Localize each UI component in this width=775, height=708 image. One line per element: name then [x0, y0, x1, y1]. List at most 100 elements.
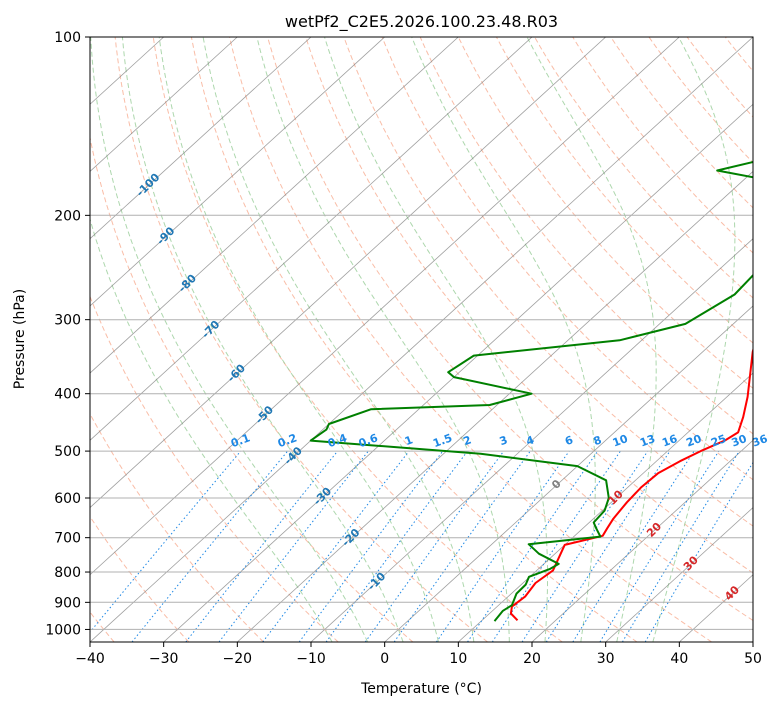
- chart-title: wetPf2_C2E5.2026.100.23.48.R03: [285, 12, 558, 32]
- isotherm-line: [752, 641, 753, 642]
- x-tick-label: 30: [597, 651, 615, 667]
- x-tick-label: 20: [523, 651, 541, 667]
- dry-adiabat-line: [267, 37, 753, 622]
- x-axis-label: Temperature (°C): [360, 681, 482, 697]
- x-tick-label: −40: [75, 651, 105, 667]
- x-tick-label: 40: [670, 651, 688, 667]
- dry-adiabat-line: [381, 37, 753, 481]
- y-tick-label: 800: [54, 565, 81, 581]
- dry-adiabat-line: [457, 37, 753, 389]
- mixing-ratio-label: 6: [563, 433, 575, 448]
- moist-adiabat-line: [324, 37, 548, 642]
- y-tick-label: 200: [54, 208, 81, 224]
- dry-adiabat-line: [305, 37, 753, 574]
- mixing-ratio-line: [325, 450, 468, 642]
- dry-adiabat-line: [190, 37, 638, 642]
- moist-adiabat-line: [121, 37, 404, 642]
- mixing-ratio-label: 10: [611, 432, 630, 450]
- dry-adiabat-line: [534, 37, 753, 299]
- x-tick-label: −10: [296, 651, 326, 667]
- isotherm-line: [531, 439, 753, 642]
- mixing-ratio-line: [131, 450, 288, 642]
- mixing-ratio-line: [545, 450, 671, 642]
- y-tick-label: 100: [54, 30, 81, 46]
- data-lines: [309, 160, 753, 622]
- isotherm-line: [90, 37, 312, 240]
- isotherm-line: [90, 37, 606, 509]
- mixing-ratio-line: [521, 450, 649, 642]
- isotherm-line: [90, 37, 385, 307]
- dewpoint-profile-line: [309, 160, 753, 622]
- y-axis-label: Pressure (hPa): [12, 289, 28, 389]
- isotherm-line: [605, 507, 753, 642]
- dry-adiabat-line: [229, 37, 712, 642]
- mixing-ratio-label: 36: [750, 432, 769, 450]
- x-tick-label: −20: [223, 651, 253, 667]
- mixing-ratio-line: [572, 450, 695, 642]
- x-axis-ticks: −40 −30 −20 −10 0 10 20 30 40 50: [75, 642, 762, 667]
- mixing-ratio-line: [621, 450, 740, 642]
- isotherm-line: [90, 37, 753, 642]
- x-tick-label: 10: [449, 651, 467, 667]
- dry-adiabat-line: [343, 37, 753, 527]
- mixing-ratio-label: 30: [730, 432, 749, 450]
- mixing-ratio-label: 2: [461, 433, 473, 448]
- moist-adiabat-line: [256, 37, 510, 642]
- dry-adiabat-line: [648, 37, 753, 164]
- mixing-ratio-line: [298, 450, 444, 642]
- mixing-ratio-label: 4: [524, 433, 536, 448]
- x-tick-label: −30: [149, 651, 179, 667]
- isotherm-line: [237, 170, 753, 642]
- moist-adiabat-line: [411, 37, 596, 642]
- mixing-ratio-label: 16: [660, 432, 679, 450]
- dry-adiabat-line: [90, 295, 339, 642]
- mixing-ratio-line: [393, 450, 531, 642]
- mixing-ratio-label: 1.5: [431, 431, 454, 450]
- mixing-ratio-label: 8: [592, 433, 604, 448]
- mixing-ratio-label: 3: [498, 433, 510, 448]
- mixing-ratio-label: 20: [684, 432, 703, 450]
- mixing-ratio-label: 13: [638, 432, 657, 449]
- plot-frame: [89, 36, 754, 643]
- isotherm-line: [90, 37, 680, 576]
- mixing-ratio-line: [364, 450, 505, 642]
- x-tick-label: 0: [380, 651, 389, 667]
- y-tick-label: 500: [54, 444, 81, 460]
- mixing-ratio-line: [435, 450, 570, 642]
- background-lines: [90, 37, 775, 642]
- isotherm-line: [310, 238, 753, 642]
- y-tick-label: 300: [54, 313, 81, 329]
- moist-adiabat-line: [158, 37, 439, 642]
- moist-adiabat-line: [90, 217, 333, 642]
- mixing-ratio-label: 25: [709, 432, 728, 449]
- moist-adiabat-line: [652, 37, 736, 642]
- dry-adiabat-line: [90, 135, 414, 642]
- y-tick-label: 400: [54, 387, 81, 403]
- mixing-ratio-line: [491, 450, 621, 642]
- mixing-ratio-label: 1: [403, 433, 415, 448]
- y-tick-label: 900: [54, 595, 81, 611]
- dry-adiabat-line: [610, 37, 753, 209]
- mixing-ratio-label: 0.4: [326, 431, 349, 450]
- y-tick-label: 1000: [45, 622, 81, 638]
- moist-adiabat-line: [202, 37, 475, 642]
- x-tick-label: 50: [744, 651, 762, 667]
- isotherm-line: [90, 37, 459, 374]
- isotherm-line: [90, 37, 533, 441]
- mixing-ratio-label: 0.2: [276, 431, 299, 450]
- dry-adiabat-line: [495, 37, 753, 344]
- mixing-ratio-line: [262, 450, 410, 642]
- mixing-ratio-label: 0.6: [357, 431, 380, 450]
- dry-adiabat-line: [763, 37, 775, 642]
- mixing-ratio-line: [185, 450, 338, 642]
- y-axis-ticks: 100 200 300 400 500 600 700 800 900 1000: [45, 30, 90, 638]
- isotherm-line: [458, 372, 753, 642]
- isotherm-line: [163, 103, 753, 642]
- dry-adiabat-line: [90, 515, 190, 642]
- y-tick-label: 700: [54, 531, 81, 547]
- isotherm-line: [90, 37, 238, 172]
- isotherm-line: [384, 305, 753, 642]
- mixing-ratio-line: [90, 450, 242, 633]
- y-tick-label: 600: [54, 491, 81, 507]
